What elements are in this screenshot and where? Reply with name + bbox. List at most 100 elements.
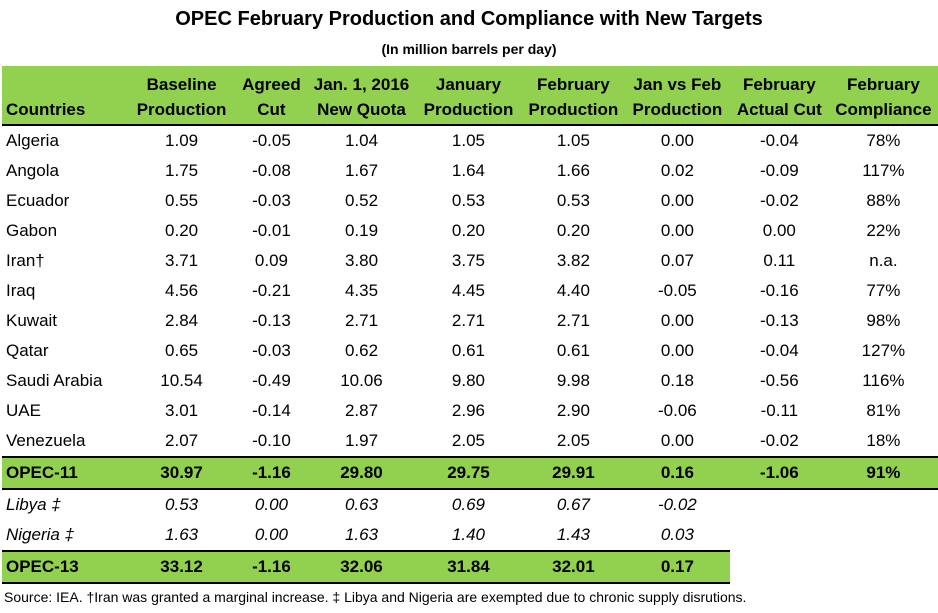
value-cell: 1.09 — [165, 131, 199, 150]
value-cell: 78% — [866, 131, 901, 150]
header-cell: Production — [128, 95, 235, 126]
value-cell: -0.13 — [759, 311, 799, 330]
country-cell: Gabon — [6, 221, 58, 240]
value-cell: -0.02 — [759, 431, 799, 450]
page-title: OPEC February Production and Compliance … — [175, 8, 763, 30]
value-cell: 88% — [866, 191, 901, 210]
production-table: Baseline Agreed Jan. 1, 2016 January Feb… — [2, 66, 938, 584]
value-cell: 4.35 — [344, 281, 379, 300]
value-cell: 10.54 — [160, 371, 203, 390]
header-cell: New Quota — [307, 95, 416, 126]
exempt-row: Nigeria ‡ 1.63 0.00 1.63 1.40 1.43 0.03 — [2, 520, 938, 551]
value-cell: -0.04 — [759, 341, 799, 360]
header-cell: Actual Cut — [729, 95, 829, 126]
value-cell: 10.06 — [340, 371, 383, 390]
value-cell: -0.06 — [657, 401, 697, 420]
value-cell: 0.07 — [660, 251, 694, 270]
value-cell: 0.20 — [451, 221, 486, 240]
country-cell: Libya ‡ — [6, 495, 61, 514]
value-cell: 1.63 — [344, 525, 379, 544]
value-cell: 0.65 — [165, 341, 199, 360]
value-cell: -0.08 — [252, 161, 291, 180]
empty-cell — [828, 551, 938, 583]
header-cell: Countries — [2, 95, 129, 126]
header-cell: Production — [521, 95, 625, 126]
value-cell: -0.05 — [657, 281, 697, 300]
value-cell: 32.01 — [521, 550, 625, 584]
value-cell: 3.71 — [165, 251, 199, 270]
value-cell: -0.13 — [252, 311, 291, 330]
value-cell: 0.53 — [165, 495, 199, 514]
value-cell: 2.71 — [344, 311, 379, 330]
page-subtitle: (In million barrels per day) — [381, 41, 557, 57]
value-cell: -0.11 — [760, 401, 799, 420]
country-cell: UAE — [6, 401, 41, 420]
value-cell: 1.40 — [451, 525, 486, 544]
value-cell: 117% — [862, 161, 905, 180]
table-row: Saudi Arabia 10.54 -0.49 10.06 9.80 9.98 0.18 -… — [2, 366, 938, 396]
value-cell: 18% — [866, 431, 901, 450]
value-cell: 0.53 — [556, 191, 590, 210]
empty-cell — [829, 489, 938, 520]
value-cell: 0.00 — [660, 341, 694, 360]
value-cell: 0.09 — [254, 251, 288, 270]
value-cell: 2.84 — [165, 311, 199, 330]
value-cell: 0.53 — [451, 191, 486, 210]
value-cell: 0.16 — [624, 456, 730, 490]
country-cell: Iraq — [6, 281, 36, 300]
value-cell: 0.00 — [254, 525, 288, 544]
value-cell: -0.49 — [252, 371, 291, 390]
value-cell: 3.01 — [165, 401, 199, 420]
value-cell: 2.05 — [451, 431, 486, 450]
value-cell: 3.80 — [344, 251, 379, 270]
value-cell: 0.62 — [344, 341, 379, 360]
header-row-1: Baseline Agreed Jan. 1, 2016 January Feb… — [2, 66, 938, 95]
country-cell: OPEC-11 — [2, 456, 129, 490]
value-cell: 29.80 — [307, 456, 416, 490]
value-cell: 0.18 — [660, 371, 694, 390]
value-cell: 3.75 — [451, 251, 486, 270]
value-cell: 1.97 — [344, 431, 379, 450]
empty-cell — [730, 520, 829, 551]
table-row: Venezuela 2.07 -0.10 1.97 2.05 2.05 0.00 -0.02 1… — [2, 426, 938, 457]
value-cell: -0.04 — [759, 131, 799, 150]
value-cell: 4.56 — [165, 281, 199, 300]
country-cell: Nigeria ‡ — [6, 525, 75, 544]
table-row: Ecuador 0.55 -0.03 0.52 0.53 0.53 0.00 -0.02 88% — [2, 186, 938, 216]
opec13-total-row: OPEC-13 33.12 -1.16 32.06 31.84 32.01 0.17 — [2, 550, 938, 584]
value-cell: 22% — [866, 221, 901, 240]
value-cell: 0.00 — [660, 311, 694, 330]
header-cell: Production — [624, 95, 730, 126]
value-cell: 0.52 — [344, 191, 379, 210]
value-cell: 3.82 — [556, 251, 590, 270]
table-row: Angola 1.75 -0.08 1.67 1.64 1.66 0.02 -0.09 117% — [2, 156, 938, 186]
value-cell: 9.80 — [451, 371, 486, 390]
header-cell: January — [415, 66, 522, 95]
value-cell: 116% — [862, 371, 905, 390]
header-cell: February — [729, 66, 829, 95]
header-row-2: Countries Production Cut New Quota Produ… — [2, 95, 938, 126]
value-cell: 91% — [828, 456, 938, 490]
value-cell: 98% — [866, 311, 901, 330]
value-cell: 1.67 — [344, 161, 379, 180]
value-cell: -0.56 — [759, 371, 799, 390]
value-cell: 1.75 — [165, 161, 199, 180]
table-row: Qatar 0.65 -0.03 0.62 0.61 0.61 0.00 -0.04 127% — [2, 336, 938, 366]
value-cell: 0.55 — [165, 191, 199, 210]
value-cell: 1.04 — [344, 131, 379, 150]
value-cell: 0.03 — [660, 525, 694, 544]
value-cell: 1.63 — [165, 525, 199, 544]
value-cell: n.a. — [869, 251, 898, 270]
value-cell: 31.84 — [415, 550, 522, 584]
value-cell: -0.02 — [657, 495, 697, 514]
header-cell: Compliance — [828, 95, 938, 126]
table-row: Iraq 4.56 -0.21 4.35 4.45 4.40 -0.05 -0.16 77% — [2, 276, 938, 306]
country-cell: Ecuador — [6, 191, 70, 210]
header-cell: Jan. 1, 2016 — [307, 66, 416, 95]
header-cell: February — [521, 66, 625, 95]
header-cell: February — [828, 66, 938, 95]
value-cell: 0.00 — [762, 221, 796, 240]
value-cell: -0.21 — [252, 281, 291, 300]
header-cell: Jan vs Feb — [624, 66, 730, 95]
table-row: UAE 3.01 -0.14 2.87 2.96 2.90 -0.06 -0.11 81% — [2, 396, 938, 426]
